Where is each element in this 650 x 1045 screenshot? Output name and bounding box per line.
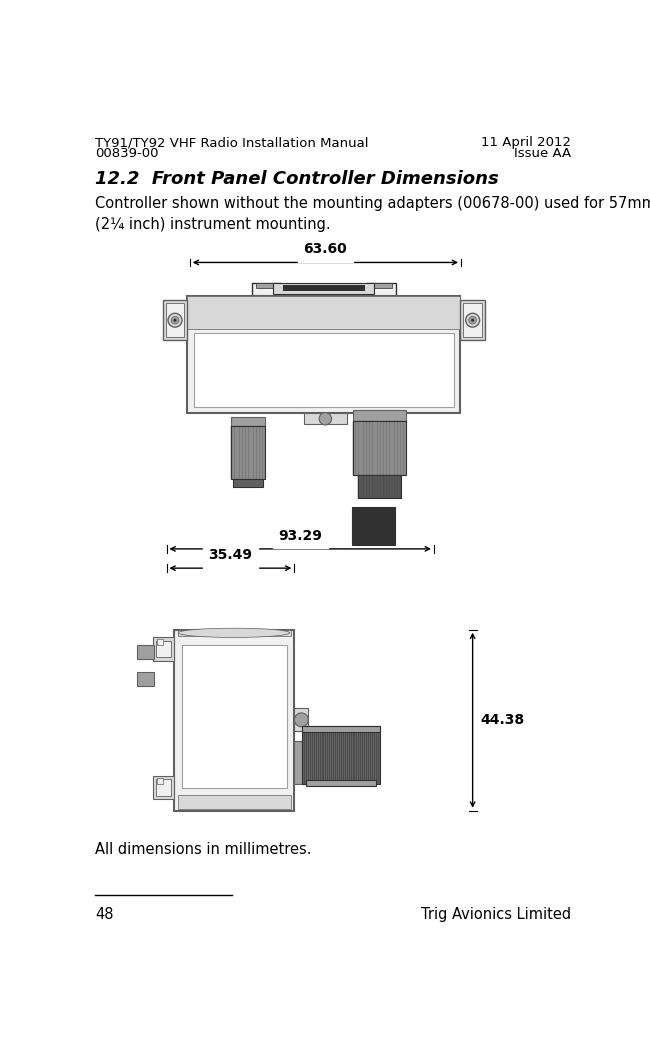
Bar: [174, 630, 294, 811]
Text: Issue AA: Issue AA: [514, 147, 571, 160]
Bar: [187, 297, 460, 414]
Text: 00839-00: 00839-00: [95, 147, 159, 160]
Bar: [302, 726, 380, 784]
Bar: [178, 795, 291, 809]
Bar: [162, 300, 187, 341]
Bar: [354, 421, 406, 475]
Bar: [354, 410, 406, 421]
Text: TY91/TY92 VHF Radio Installation Manual: TY91/TY92 VHF Radio Installation Manual: [95, 136, 369, 149]
Bar: [182, 645, 287, 788]
Bar: [367, 283, 396, 297]
Circle shape: [171, 317, 179, 324]
Bar: [463, 303, 482, 338]
Circle shape: [319, 413, 332, 425]
Bar: [155, 780, 171, 796]
Bar: [352, 507, 395, 545]
Text: All dimensions in millimetres.: All dimensions in millimetres.: [95, 841, 312, 857]
Bar: [166, 303, 185, 338]
Bar: [157, 638, 163, 645]
Bar: [187, 297, 460, 329]
Bar: [306, 780, 376, 786]
Ellipse shape: [178, 628, 290, 637]
Circle shape: [174, 319, 177, 322]
Bar: [370, 283, 392, 287]
Bar: [283, 285, 365, 291]
Bar: [178, 630, 291, 636]
Text: 12.2  Front Panel Controller Dimensions: 12.2 Front Panel Controller Dimensions: [95, 170, 499, 188]
Bar: [274, 283, 374, 294]
Circle shape: [465, 314, 480, 327]
Text: 48: 48: [95, 907, 114, 922]
Bar: [153, 776, 174, 799]
Bar: [294, 741, 304, 784]
Text: 44.38: 44.38: [480, 714, 525, 727]
Bar: [157, 777, 163, 784]
Bar: [194, 333, 454, 408]
Text: 35.49: 35.49: [209, 548, 252, 562]
Bar: [233, 479, 263, 487]
Bar: [231, 426, 265, 479]
Bar: [460, 300, 485, 341]
Text: 63.60: 63.60: [304, 242, 347, 256]
Circle shape: [294, 713, 308, 726]
Bar: [231, 417, 265, 426]
Text: Trig Avionics Limited: Trig Avionics Limited: [421, 907, 571, 922]
Text: Controller shown without the mounting adapters (00678-00) used for 57mm
(2¼ inch: Controller shown without the mounting ad…: [95, 196, 650, 232]
Bar: [294, 709, 308, 732]
Bar: [137, 672, 154, 686]
Bar: [281, 285, 367, 291]
Text: 93.29: 93.29: [278, 529, 322, 542]
Bar: [252, 283, 281, 297]
Text: 11 April 2012: 11 April 2012: [481, 136, 571, 149]
Circle shape: [168, 314, 182, 327]
Bar: [304, 414, 347, 424]
Bar: [153, 637, 174, 660]
Bar: [358, 475, 401, 498]
Bar: [137, 645, 154, 659]
Circle shape: [471, 319, 474, 322]
Bar: [155, 641, 171, 657]
Circle shape: [469, 317, 476, 324]
Bar: [302, 726, 380, 733]
Bar: [255, 283, 278, 287]
